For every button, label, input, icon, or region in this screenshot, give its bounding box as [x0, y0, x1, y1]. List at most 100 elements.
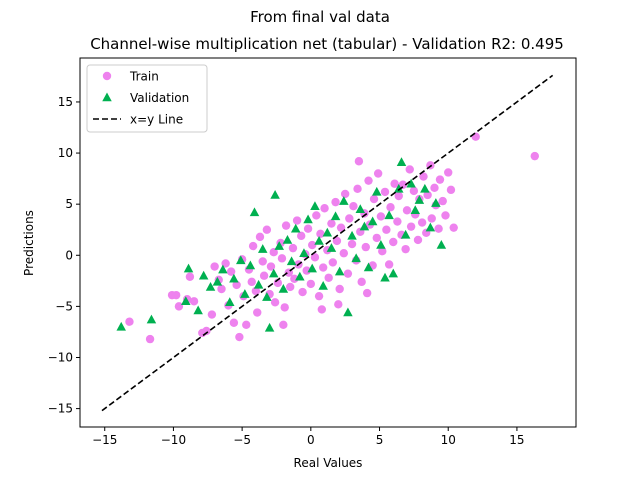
validation-point: [396, 157, 407, 167]
train-point: [334, 300, 343, 309]
train-point: [406, 222, 416, 231]
train-point: [266, 262, 276, 271]
validation-point: [351, 253, 361, 263]
train-point: [298, 287, 307, 297]
train-point: [378, 246, 387, 256]
train-point: [423, 190, 432, 200]
x-tick-label: −15: [92, 433, 117, 447]
train-point: [302, 266, 311, 275]
train-point: [435, 175, 445, 184]
train-point: [434, 224, 443, 233]
train-point: [226, 267, 236, 276]
train-point: [171, 290, 181, 300]
train-point: [314, 291, 324, 301]
train-point: [251, 286, 261, 296]
validation-point: [264, 322, 275, 332]
validation-point: [278, 284, 289, 293]
train-point: [174, 302, 184, 311]
validation-point: [295, 271, 305, 281]
train-point: [290, 274, 299, 283]
train-point: [369, 194, 379, 204]
series-validation: [116, 157, 447, 332]
validation-point: [229, 273, 239, 283]
train-point: [207, 310, 217, 319]
validation-point: [282, 234, 293, 244]
validation-point: [339, 196, 349, 205]
train-point: [277, 254, 287, 263]
train-point: [269, 248, 278, 257]
train-point: [336, 223, 346, 232]
train-point: [393, 217, 402, 226]
train-point: [280, 303, 289, 312]
x-axis: −15 −10 −5 0 5 10 15: [92, 427, 525, 447]
validation-point: [299, 248, 309, 257]
chart-title: Channel-wise multiplication net (tabular…: [90, 35, 564, 53]
train-point: [449, 223, 458, 232]
validation-point: [286, 256, 297, 266]
validation-point: [146, 314, 157, 324]
train-point: [357, 277, 366, 287]
train-point: [409, 186, 419, 196]
train-point: [229, 318, 239, 327]
validation-point: [257, 244, 268, 253]
validation-point: [322, 227, 333, 237]
train-point: [339, 249, 349, 258]
y-tick-label: −10: [48, 350, 73, 364]
validation-point: [307, 263, 317, 273]
validation-point: [376, 240, 386, 249]
y-tick-label: 10: [58, 146, 73, 160]
validation-point: [268, 268, 279, 278]
train-point: [288, 243, 298, 253]
train-point: [306, 279, 316, 289]
validation-point: [181, 296, 191, 306]
validation-point: [198, 270, 209, 280]
y-tick-label: 0: [65, 248, 73, 262]
y-tick-label: −15: [48, 402, 73, 416]
validation-point: [303, 214, 313, 224]
x-tick-label: 15: [509, 433, 524, 447]
validation-point: [347, 230, 357, 240]
train-point: [248, 241, 258, 251]
series-train: [125, 132, 539, 344]
legend-box: [86, 64, 208, 133]
train-point: [331, 197, 340, 207]
train-point: [438, 196, 447, 206]
train-point: [255, 232, 265, 242]
train-point: [401, 244, 410, 254]
train-point: [530, 151, 539, 161]
train-point: [441, 211, 450, 220]
validation-point: [218, 264, 228, 274]
validation-point: [363, 262, 374, 272]
train-point: [419, 172, 428, 181]
validation-point: [274, 241, 284, 250]
identity-line: [101, 74, 554, 412]
train-point: [390, 179, 399, 188]
x-tick-label: −10: [161, 433, 186, 447]
validation-point: [225, 297, 235, 307]
train-point: [353, 184, 362, 194]
validation-point: [249, 207, 260, 217]
train-point: [389, 237, 398, 247]
train-point: [328, 258, 338, 267]
x-tick-label: 10: [441, 433, 456, 447]
train-point: [307, 240, 317, 250]
validation-point: [314, 235, 324, 245]
validation-point: [380, 272, 390, 282]
legend-label: Train: [129, 70, 159, 84]
train-point: [185, 272, 195, 281]
x-tick-label: 5: [376, 433, 384, 447]
train-point: [347, 239, 357, 249]
train-point: [324, 273, 333, 282]
train-point: [394, 191, 403, 201]
train-point: [471, 132, 480, 141]
train-point: [444, 168, 453, 177]
train-point: [297, 231, 306, 241]
train-point: [292, 216, 302, 225]
train-point: [386, 203, 395, 212]
validation-point: [205, 281, 216, 291]
legend: Train Validation x=y Line: [86, 64, 208, 133]
validation-point: [245, 260, 256, 270]
validation-point: [310, 201, 320, 210]
train-point: [270, 298, 280, 307]
train-point: [372, 233, 381, 243]
